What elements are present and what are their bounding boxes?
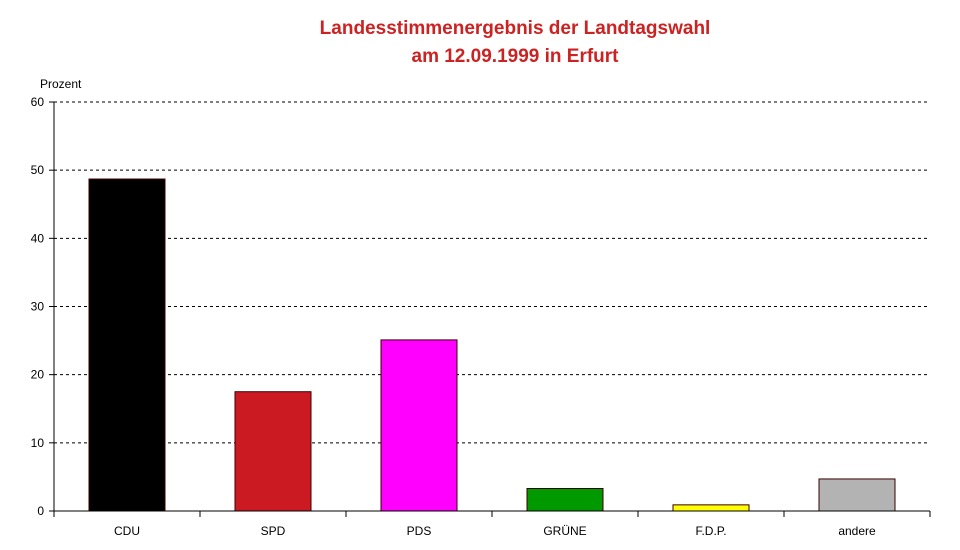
bar-cdu	[88, 178, 166, 512]
bar-pds	[380, 339, 458, 512]
bar-spd	[234, 391, 312, 512]
x-tick-label: PDS	[407, 524, 432, 538]
bar-gr-ne	[526, 488, 604, 512]
x-tick-label: SPD	[261, 524, 286, 538]
bar-f-d-p	[672, 504, 750, 512]
bar-andere	[818, 478, 896, 512]
y-tick-label: 20	[31, 368, 45, 382]
y-tick-label: 30	[31, 300, 45, 314]
y-axis-label: Prozent	[40, 77, 82, 91]
y-tick-label: 60	[31, 95, 45, 109]
x-tick-label: CDU	[114, 524, 140, 538]
y-tick-label: 10	[31, 436, 45, 450]
chart-title-line-2: am 12.09.1999 in Erfurt	[411, 46, 619, 67]
x-tick-label: andere	[838, 524, 876, 538]
y-tick-label: 50	[31, 163, 45, 177]
y-tick-label: 0	[37, 504, 44, 518]
x-tick-label: F.D.P.	[695, 524, 726, 538]
chart-title-line-1: Landesstimmenergebnis der Landtagswahl	[319, 18, 711, 39]
x-tick-label: GRÜNE	[543, 524, 586, 538]
y-tick-label: 40	[31, 231, 45, 245]
